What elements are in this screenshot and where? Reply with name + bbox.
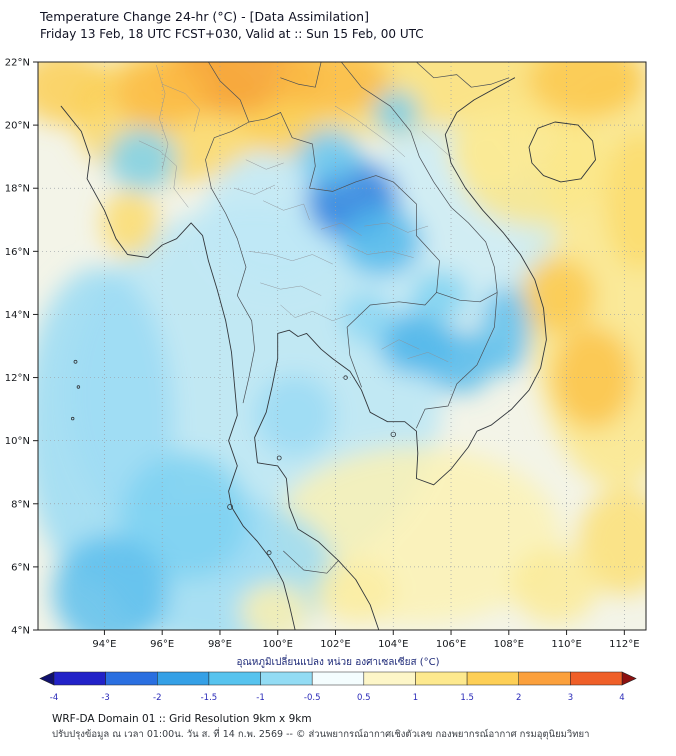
y-tick-label: 20°N [5, 121, 30, 132]
colorbar-tick-label: -4 [50, 693, 58, 703]
y-tick-label: 8°N [11, 499, 30, 510]
colorbar-segment [260, 671, 313, 686]
y-tick-label: 16°N [5, 247, 30, 258]
colorbar-tick-label: 1 [413, 693, 418, 703]
y-tick-label: 18°N [5, 184, 30, 195]
x-tick-label: 94°E [92, 639, 116, 650]
figure-footer: WRF-DA Domain 01 :: Grid Resolution 9km … [52, 712, 589, 742]
x-tick-label: 96°E [150, 639, 174, 650]
colorbar-segment [518, 671, 571, 686]
colorbar-segment [311, 671, 365, 686]
colorbar-tick-label: -3 [101, 693, 109, 703]
colorbar-right-arrow [621, 671, 637, 686]
temperature-field [38, 62, 646, 630]
x-tick-label: 112°E [609, 639, 639, 650]
x-tick-label: 100°E [263, 639, 293, 650]
x-tick-label: 98°E [208, 639, 232, 650]
y-tick-label: 22°N [5, 58, 30, 69]
colorbar-tick-label: -0.5 [304, 693, 321, 703]
colorbar-segment [53, 671, 106, 686]
colorbar-segment [105, 671, 158, 686]
plot-area: 94°E 96°E 98°E 100°E 102°E 104°E 106°E 108°E 110… [5, 58, 647, 651]
axis-ticks-and-labels: 94°E 96°E 98°E 100°E 102°E 104°E 106°E 108°E 110… [5, 58, 640, 651]
x-tick-label: 104°E [378, 639, 408, 650]
footer-domain-info: WRF-DA Domain 01 :: Grid Resolution 9km … [52, 713, 312, 725]
figure-header: Temperature Change 24-hr (°C) - [Data As… [40, 8, 424, 44]
x-tick-label: 102°E [320, 639, 350, 650]
colorbar-tick-label: -1.5 [201, 693, 218, 703]
plot-frame [37, 61, 647, 631]
colorbar-segment [415, 671, 468, 686]
colorbar-label: อุณหภูมิเปลี่ยนแปลง หน่วย องศาเซลเซียส (… [236, 657, 440, 668]
colorbar-tick-label: 3 [568, 693, 573, 703]
colorbar-segment [570, 671, 623, 686]
colorbar-segment [466, 671, 519, 686]
page-subtitle: Friday 13 Feb, 18 UTC FCST+030, Valid at… [40, 27, 424, 42]
map-plot: 94°E 96°E 98°E 100°E 102°E 104°E 106°E 108°E 110… [0, 54, 676, 654]
page-title: Temperature Change 24-hr (°C) - [Data As… [40, 9, 369, 24]
y-tick-label: 6°N [11, 562, 30, 573]
x-tick-label: 110°E [551, 639, 581, 650]
y-tick-label: 14°N [5, 310, 30, 321]
colorbar-tick-label: -2 [153, 693, 161, 703]
colorbar-tick-label: 1.5 [460, 693, 474, 703]
geography-overlay [60, 62, 596, 630]
footer-agency-info: ปรับปรุงข้อมูล ณ เวลา 01:00น. วัน ส. ที่… [52, 728, 590, 740]
x-tick-label: 106°E [436, 639, 466, 650]
colorbar-tick-label: 2 [516, 693, 521, 703]
x-tick-label: 108°E [494, 639, 524, 650]
y-tick-label: 12°N [5, 373, 30, 384]
colorbar-tick-label: -1 [256, 693, 264, 703]
colorbar-segment [157, 671, 210, 686]
y-tick-label: 4°N [11, 626, 30, 637]
colorbar-segment [208, 671, 261, 686]
y-tick-label: 10°N [5, 436, 30, 447]
colorbar-svg: -4 -3 -2 -1.5 -1 -0.5 0.5 1 1.5 2 3 4 [39, 671, 637, 703]
colorbar-tick-label: 0.5 [357, 693, 371, 703]
colorbar-left-arrow [39, 671, 55, 686]
map-plot-svg: 94°E 96°E 98°E 100°E 102°E 104°E 106°E 108°E 110… [5, 58, 647, 651]
colorbar-tick-label: 4 [619, 693, 624, 703]
colorbar-segment [363, 671, 416, 686]
colorbar: อุณหภูมิเปลี่ยนแปลง หน่วย องศาเซลเซียส (… [28, 655, 648, 708]
